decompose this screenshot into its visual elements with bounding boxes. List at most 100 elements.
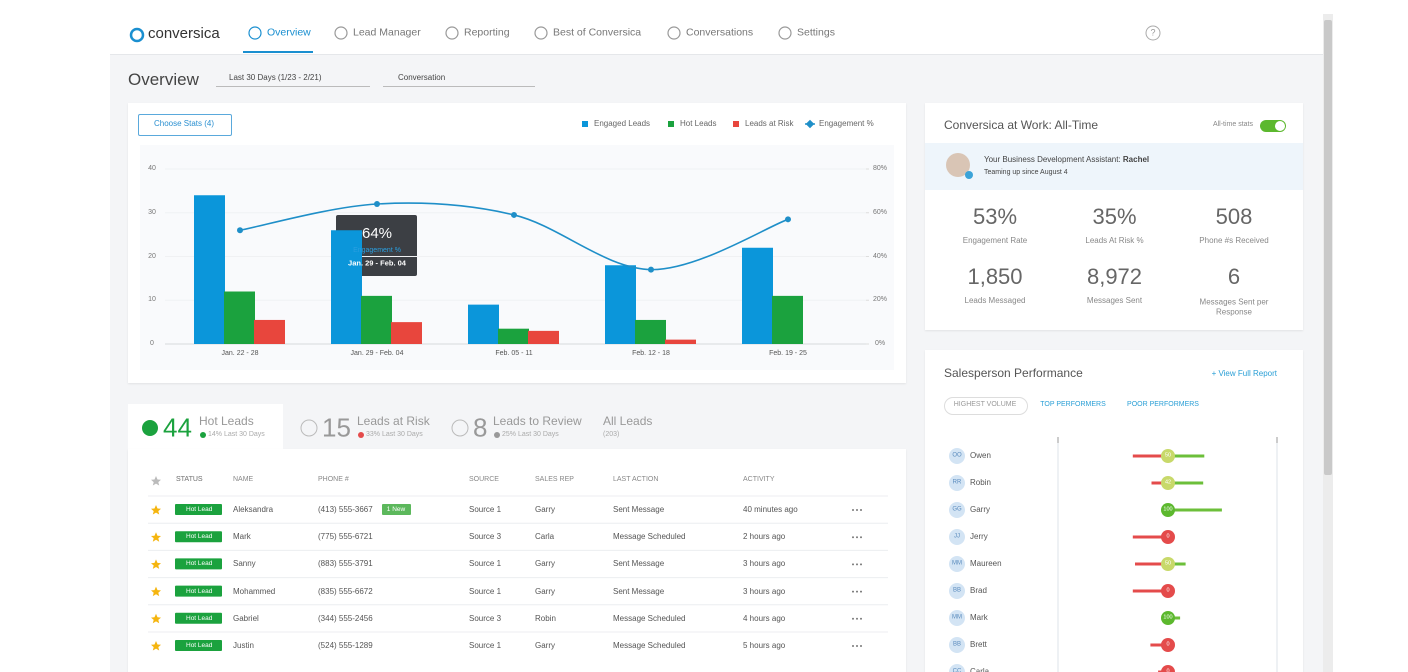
x-tick-label: Feb. 05 - 11 (495, 349, 533, 357)
person-name: Maureen (970, 559, 1002, 569)
score-bubble (1161, 638, 1175, 652)
help: ? (1150, 27, 1156, 38)
avatar (949, 583, 965, 599)
lead-tab-title: All Leads (603, 413, 653, 428)
bar (331, 230, 362, 344)
line-point (237, 227, 243, 234)
column-header: STATUS (176, 475, 203, 483)
cell-source: Source 3 (469, 614, 502, 623)
x-tick-label: Feb. 12 - 18 (632, 349, 670, 357)
avatar-initials: MM (952, 560, 962, 567)
new-badge-label: 1 New (386, 506, 406, 514)
row-menu-dot (856, 563, 858, 566)
cell-activity: 40 minutes ago (743, 505, 798, 515)
assistant-line: Your Business Development Assistant: Rac… (984, 155, 1149, 164)
cell-source: Source 1 (469, 505, 502, 515)
legend-label: Leads at Risk (745, 119, 794, 129)
row-menu-dot (860, 563, 862, 566)
cell-rep: Garry (535, 559, 555, 569)
x-tick-label: Jan. 22 - 28 (221, 349, 259, 357)
cell-action: Message Scheduled (613, 641, 686, 651)
score-bubble (1161, 611, 1175, 625)
tooltip-value: 64% (361, 225, 393, 242)
cell-rep: Robin (535, 614, 556, 623)
cell-activity: 3 hours ago (743, 559, 786, 569)
row-menu-dot (860, 536, 862, 539)
cell-status: Hot Lead (186, 533, 213, 541)
tab-pill (944, 397, 1028, 415)
cell-rep: Carla (535, 532, 555, 542)
person-name: Carla (970, 667, 990, 672)
person-name: Brett (970, 640, 987, 650)
status-badge (175, 612, 222, 624)
avatar (949, 556, 965, 572)
person-name: Jerry (970, 532, 988, 542)
score-label: 0 (1166, 641, 1170, 648)
scrollbar-thumb[interactable] (1324, 20, 1332, 475)
stat-label: Messages Sent (1086, 296, 1143, 306)
stat-label: Phone #s Received (1199, 236, 1269, 246)
cell-action: Sent Message (613, 559, 665, 569)
status-badge (175, 531, 222, 543)
line-point (785, 216, 791, 223)
score-label: 50 (1164, 452, 1172, 459)
legend-label: Hot Leads (680, 119, 717, 129)
star (151, 559, 161, 569)
bar (772, 295, 803, 344)
stat-value: 8,972 (1086, 263, 1143, 289)
column-header: STATUS (176, 475, 203, 483)
trend-dot (494, 432, 500, 438)
row-menu-dot (856, 645, 858, 647)
nav-item: Settings (797, 26, 835, 39)
avatar (949, 664, 965, 672)
score-label: 0 (1166, 587, 1170, 594)
cell-name: Sanny (233, 559, 256, 569)
risk-bar (1132, 535, 1168, 539)
legend-swatch (805, 119, 815, 129)
stat-value: 35% (1092, 203, 1137, 229)
tooltip-label: Engagement % (353, 246, 401, 254)
cell-action: Sent Message (613, 505, 665, 515)
row-menu-dot (852, 617, 854, 620)
column-header: ACTIVITY (743, 475, 775, 483)
hot-bar (1168, 562, 1186, 566)
hot-bar (1168, 481, 1204, 485)
nav-icon (334, 26, 348, 40)
choose-stats-button[interactable] (138, 114, 232, 136)
lead-count: 44 (163, 412, 192, 443)
person-name: Robin (970, 478, 991, 488)
cell-activity: 3 hours ago (743, 586, 786, 596)
cell-activity: 5 hours ago (743, 641, 786, 651)
score-label: 0 (1166, 668, 1170, 672)
cell-rep: Garry (535, 641, 555, 651)
stat-value: 508 (1215, 203, 1253, 229)
avatar (949, 502, 965, 518)
help-icon (1145, 25, 1161, 41)
score-bubble (1161, 530, 1175, 544)
nav-icon (667, 26, 681, 40)
legend-label: Engagement % (819, 119, 874, 129)
avatar (949, 475, 965, 491)
row-menu-dot (856, 590, 858, 593)
avatar-initials: BB (952, 641, 962, 648)
bar (254, 319, 285, 344)
column-header: LAST ACTION (613, 475, 659, 483)
y-tick-label: 10 (148, 296, 156, 304)
date-range: Last 30 Days (1/23 - 2/21) (229, 73, 322, 83)
nav-bar (110, 0, 1323, 55)
cell-name: Justin (233, 641, 254, 651)
new-badge (382, 504, 411, 515)
assistant-badge (965, 171, 973, 179)
y-tick-label: 0 (150, 339, 154, 347)
cell-phone: (524) 555-1289 (318, 641, 373, 651)
avatar-initials: JJ (954, 533, 960, 540)
legend-swatch (582, 121, 588, 127)
lead-count: 8 (473, 412, 488, 443)
stat-label: Leads At Risk % (1085, 236, 1144, 246)
score-bubble (1161, 449, 1175, 463)
y2-tick-label: 40% (872, 252, 888, 260)
assistant-avatar (946, 153, 970, 177)
performance-tab: TOP PERFORMERS (1040, 400, 1106, 408)
score-bubble (1161, 584, 1175, 598)
row-menu-dot (856, 536, 858, 539)
